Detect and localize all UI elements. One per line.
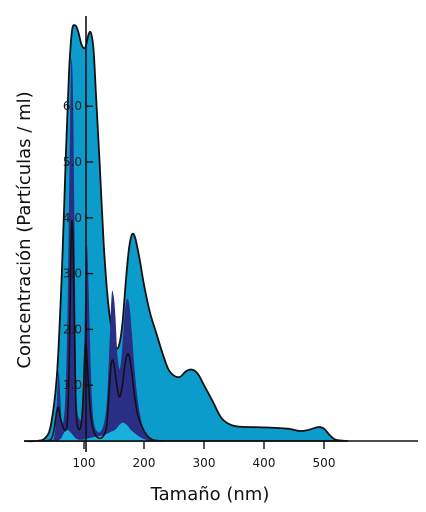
y-tick-label: 5.0 <box>63 155 82 169</box>
x-axis-title: Tamaño (nm) <box>150 484 270 505</box>
y-axis-title: Concentración (Partículas / ml) <box>14 91 35 368</box>
y-tick-label: 4.0 <box>63 211 82 225</box>
axes-layer <box>30 16 418 452</box>
x-tick-label: 400 <box>253 456 276 470</box>
y-tick-label: 3.0 <box>63 267 82 281</box>
x-tick-label: 500 <box>313 456 336 470</box>
y-tick-label: 6.0 <box>63 99 82 113</box>
x-tick-label: 200 <box>133 456 156 470</box>
series-line-1 <box>44 219 163 442</box>
x-tick-label: 100 <box>73 456 96 470</box>
lines-layer <box>44 219 163 442</box>
series-area-3 <box>53 371 64 441</box>
ticks-layer: 100 200 300 400 500 1.0 2.0 3.0 4.0 5.0 6.0 <box>63 99 336 470</box>
y-tick-label: 2.0 <box>63 322 82 336</box>
series-area-2 <box>51 58 156 442</box>
series-layer <box>23 24 349 443</box>
x-tick-label: 300 <box>193 456 216 470</box>
y-tick-label: 1.0 <box>63 378 82 392</box>
series-area-4 <box>57 422 150 441</box>
series-area-1 <box>23 24 349 443</box>
